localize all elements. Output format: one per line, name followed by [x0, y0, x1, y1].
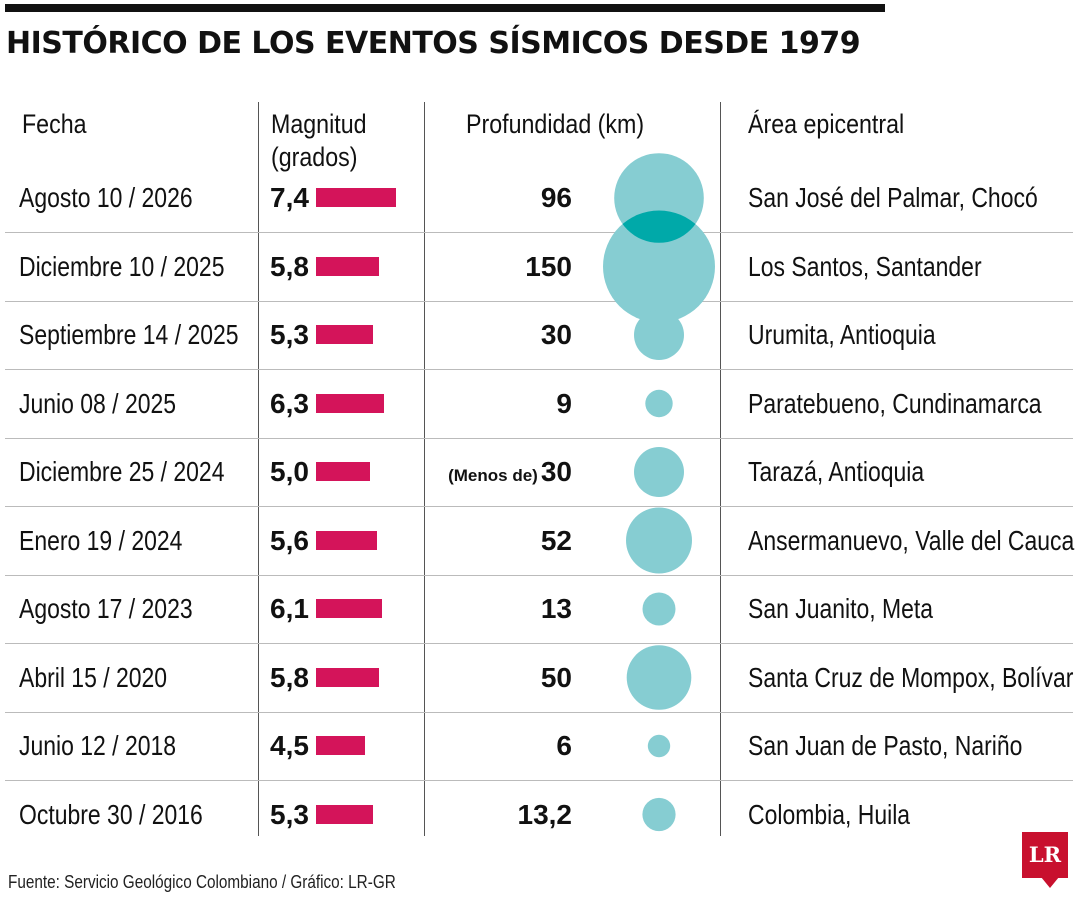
row-area: San Juanito, Meta [748, 593, 934, 624]
row-area: Ansermanuevo, Valle del Cauca [748, 525, 1075, 556]
row-area: San José del Palmar, Chocó [748, 182, 1038, 213]
top-rule [5, 4, 885, 12]
column-divider [424, 102, 425, 836]
row-depth: 50 [541, 661, 572, 695]
row-divider [5, 780, 1073, 781]
depth-value: 6 [556, 730, 572, 761]
row-date: Abril 15 / 2020 [19, 662, 168, 693]
row-magnitude: 5,3 [270, 799, 309, 830]
column-header-area: Área epicentral [748, 109, 905, 139]
row-date: Agosto 10 / 2026 [19, 182, 193, 213]
row-date: Diciembre 10 / 2025 [19, 251, 225, 282]
row-magnitude: 7,4 [270, 182, 309, 213]
depth-bubble [626, 645, 692, 710]
row-depth: 13,2 [518, 798, 573, 832]
row-divider [5, 301, 1073, 302]
row-magnitude: 5,0 [270, 456, 309, 487]
row-divider [5, 712, 1073, 713]
row-date: Agosto 17 / 2023 [19, 593, 193, 624]
depth-value: 52 [540, 525, 572, 556]
row-magnitude: 5,8 [270, 662, 309, 693]
row-divider [5, 232, 1073, 233]
row-divider [5, 369, 1073, 370]
row-depth: 9 [556, 387, 572, 421]
row-area: Paratebueno, Cundinamarca [748, 388, 1042, 419]
magnitude-bar [316, 599, 382, 618]
column-divider [720, 102, 721, 836]
row-divider [5, 438, 1073, 439]
row-area: Colombia, Huila [748, 799, 911, 830]
column-header-profundidad: Profundidad (km) [466, 109, 645, 139]
depth-value: 30 [540, 456, 572, 487]
magnitude-bar [316, 188, 396, 207]
magnitude-bar [316, 531, 377, 550]
row-depth: 13 [541, 592, 572, 626]
depth-bubble [642, 592, 676, 626]
depth-value: 150 [525, 251, 572, 282]
row-depth: 96 [541, 181, 572, 215]
depth-bubble [647, 734, 671, 758]
row-date: Junio 08 / 2025 [19, 388, 177, 419]
magnitude-bar [316, 805, 373, 824]
row-depth: 6 [556, 729, 572, 763]
magnitude-bar [316, 325, 373, 344]
row-magnitude: 4,5 [270, 730, 309, 761]
row-date: Octubre 30 / 2016 [19, 799, 203, 830]
column-header-magnitud: Magnitud (grados) [271, 109, 367, 172]
row-divider [5, 575, 1073, 576]
depth-value: 30 [540, 319, 572, 350]
column-header-fecha: Fecha [22, 109, 87, 139]
magnitude-bar [316, 257, 379, 276]
depth-value: 9 [556, 388, 572, 419]
row-date: Diciembre 25 / 2024 [19, 456, 225, 487]
depth-bubble [614, 153, 704, 243]
row-magnitude: 5,8 [270, 251, 309, 282]
row-magnitude: 6,3 [270, 388, 309, 419]
magnitude-bar [316, 394, 384, 413]
depth-bubble [626, 507, 692, 574]
chart-title: HISTÓRICO DE LOS EVENTOS SÍSMICOS DESDE … [6, 26, 861, 61]
row-divider [5, 643, 1073, 644]
row-date: Septiembre 14 / 2025 [19, 319, 239, 350]
row-magnitude: 5,6 [270, 525, 309, 556]
row-depth: 30 [541, 318, 572, 352]
row-area: Los Santos, Santander [748, 251, 982, 282]
row-area: San Juan de Pasto, Nariño [748, 730, 1023, 761]
row-date: Junio 12 / 2018 [19, 730, 177, 761]
depth-prefix: (Menos de) [448, 466, 538, 485]
magnitude-bar [316, 736, 365, 755]
depth-value: 96 [540, 182, 572, 213]
row-area: Santa Cruz de Mompox, Bolívar [748, 662, 1074, 693]
row-magnitude: 5,3 [270, 319, 309, 350]
depth-bubble [645, 389, 673, 418]
logo-tail [1041, 877, 1059, 888]
depth-bubble [634, 310, 684, 360]
magnitude-bar [316, 462, 370, 481]
row-depth: (Menos de) 30 [448, 455, 572, 493]
row-date: Enero 19 / 2024 [19, 525, 183, 556]
column-divider [258, 102, 259, 836]
depth-value: 13,2 [517, 799, 573, 830]
depth-value: 50 [540, 662, 572, 693]
row-depth: 52 [541, 524, 572, 558]
lr-logo: LR [1022, 832, 1068, 878]
depth-bubble [634, 447, 684, 497]
row-divider [5, 506, 1073, 507]
source-note: Fuente: Servicio Geológico Colombiano / … [8, 872, 396, 892]
depth-value: 13 [540, 593, 572, 624]
depth-bubble [603, 210, 715, 323]
magnitude-bar [316, 668, 379, 687]
row-area: Urumita, Antioquia [748, 319, 936, 350]
row-depth: 150 [525, 250, 572, 284]
row-area: Tarazá, Antioquia [748, 456, 925, 487]
bubble-overlap [614, 210, 704, 243]
row-magnitude: 6,1 [270, 593, 309, 624]
depth-bubble [642, 797, 676, 832]
